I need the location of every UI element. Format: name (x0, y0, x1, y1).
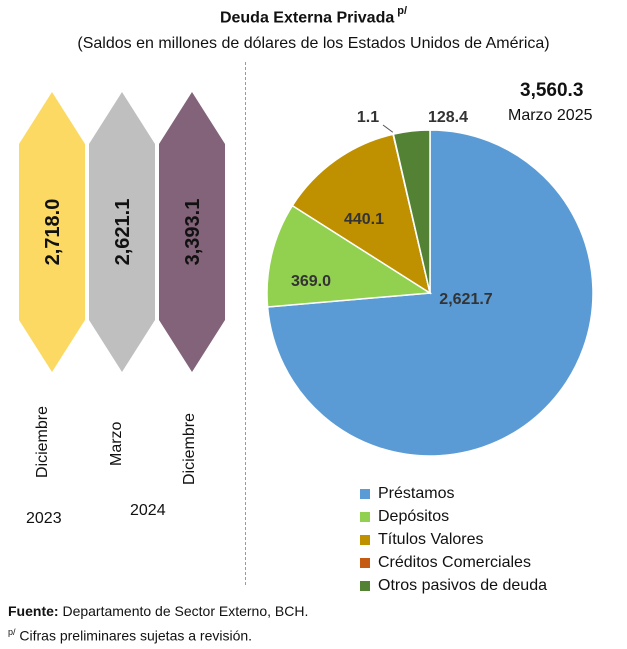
legend-swatch (360, 580, 370, 591)
divider (245, 62, 246, 585)
pie-slice-5 (392, 129, 431, 294)
year-label-2024: 2024 (130, 502, 166, 519)
legend-swatch (360, 488, 370, 499)
hex-bar-label-1: 2,718.0 (42, 199, 64, 266)
hex-bar-label-2: 2,621.1 (112, 199, 134, 266)
pie-label-2: 369.0 (291, 273, 331, 290)
total-date: Marzo 2025 (508, 107, 593, 124)
legend-swatch (360, 534, 370, 545)
hex-bar-label-3: 3,393.1 (182, 199, 204, 266)
legend-item-depositos: Depósitos (360, 505, 547, 528)
hex-bar-3 (159, 92, 225, 372)
legend-item-otros: Otros pasivos de deuda (360, 574, 547, 597)
pie-slice-2 (266, 204, 433, 308)
hex-bar-2 (89, 92, 155, 372)
total-value: 3,560.3 (520, 80, 584, 101)
leader-line (382, 124, 394, 133)
source-note: Fuente: Departamento de Sector Externo, … (8, 603, 309, 619)
pie-label-4: 1.1 (357, 109, 379, 126)
legend-item-creditos: Créditos Comerciales (360, 551, 547, 574)
pie-label-1: 2,621.7 (439, 291, 492, 308)
legend-swatch (360, 511, 370, 522)
pie-slice-3 (291, 133, 432, 295)
pie-label-5: 128.4 (428, 109, 468, 126)
chart-subtitle: (Saldos en millones de dólares de los Es… (77, 35, 550, 52)
year-label-2023: 2023 (26, 510, 62, 527)
hex-bar-1 (19, 92, 85, 372)
legend-swatch (360, 557, 370, 568)
pie-label-3: 440.1 (344, 211, 384, 228)
legend-item-titulos: Títulos Valores (360, 528, 547, 551)
chart-title: Deuda Externa Privada p/ (219, 5, 408, 27)
preliminary-note: p/ Cifras preliminares sujetas a revisió… (8, 627, 253, 644)
legend: Préstamos Depósitos Títulos Valores Créd… (360, 482, 547, 597)
legend-item-prestamos: Préstamos (360, 482, 547, 505)
